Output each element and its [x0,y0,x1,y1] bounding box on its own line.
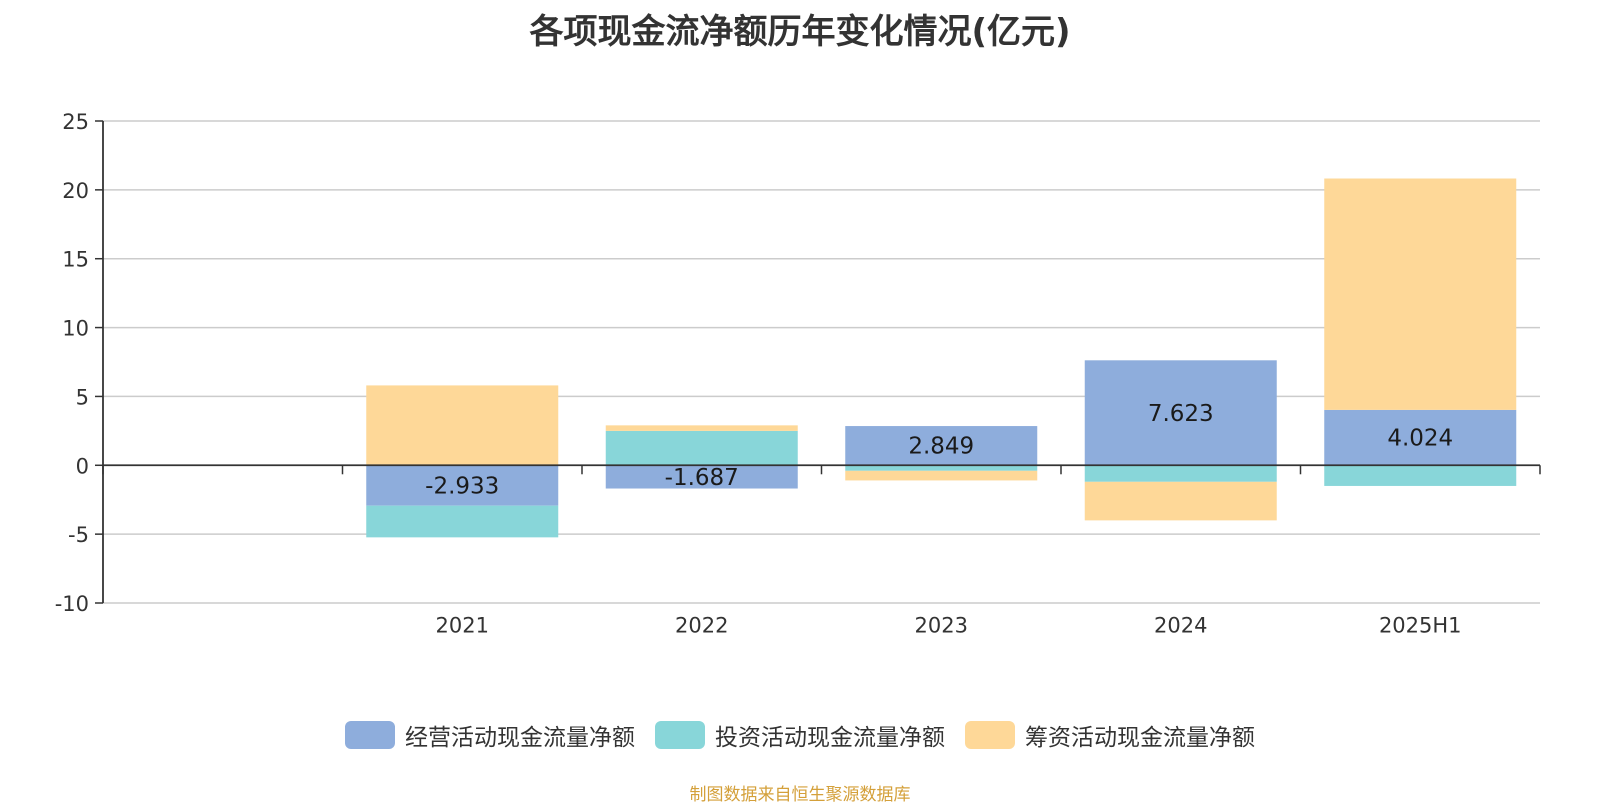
bar-data-label: 2.849 [908,434,974,460]
legend-swatch [655,721,705,749]
bar-segment [366,505,559,538]
bar-data-label: 7.623 [1148,401,1214,427]
bar-segment [605,425,798,431]
source-note: 制图数据来自恒生聚源数据库 [689,785,911,805]
x-tick-label: 2022 [675,613,728,637]
bar-data-label: -2.933 [425,473,499,499]
bar-segment [845,470,1038,481]
legend-label: 经营活动现金流量净额 [405,725,635,751]
chart-plot: 25 20 15 10 5 0 -5 -10 2021 2022 2023 2024 2025H1 -2… [55,110,1541,637]
bar-segment [845,465,1038,471]
grid-lines [103,120,1540,604]
x-tick-label: 2025H1 [1379,613,1462,637]
legend-label: 筹资活动现金流量净额 [1025,725,1255,751]
x-tick-label: 2023 [915,613,968,637]
legend-item[interactable]: 筹资活动现金流量净额 [965,718,1255,752]
bar-segment [366,385,559,466]
y-tick-label: 25 [62,110,89,134]
y-tick-label: 0 [76,454,89,478]
y-tick-label: -5 [68,523,89,547]
x-tick-label: 2024 [1154,613,1207,637]
bar-segment [1084,481,1277,521]
bar-segment [366,465,559,506]
bar-segment [845,426,1038,466]
y-tick-label: -10 [55,592,89,616]
y-tick-label: 15 [62,248,89,272]
bar-data-label: 4.024 [1387,426,1453,452]
bar-segment [1324,178,1517,410]
bar-segment [605,430,798,466]
bar-segment [1084,465,1277,482]
legend-label: 投资活动现金流量净额 [715,725,945,751]
legend-swatch [345,721,395,749]
y-tick-label: 5 [76,385,89,409]
bar-segment [1084,360,1277,466]
bar-data-label: -1.687 [665,465,739,491]
y-tick-label: 20 [62,179,89,203]
chart-title: 各项现金流净额历年变化情况(亿元) [529,12,1071,52]
legend-item[interactable]: 经营活动现金流量净额 [345,718,635,752]
y-tick-label: 10 [62,317,89,341]
x-tick-label: 2021 [436,613,489,637]
data-labels: -2.933 -1.687 2.849 7.623 4.024 [425,401,1453,500]
legend-item[interactable]: 投资活动现金流量净额 [655,718,945,752]
bar-segment [1324,465,1517,486]
legend-swatch [965,721,1015,749]
bars [366,178,1517,538]
bar-segment [1324,409,1517,466]
axes: 25 20 15 10 5 0 -5 -10 2021 2022 2023 2024 2025H1 [55,110,1541,637]
bar-segment [605,465,798,489]
legend: 经营活动现金流量净额 投资活动现金流量净额 筹资活动现金流量净额 [0,718,1600,752]
